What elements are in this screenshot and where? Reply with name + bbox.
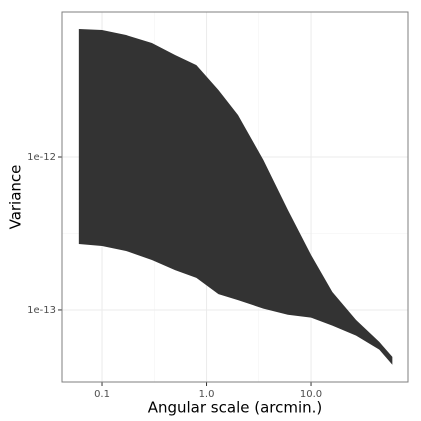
y-tick-label: 1e-12 — [27, 152, 56, 163]
ribbon — [78, 28, 393, 365]
y-axis-title: Variance — [7, 165, 25, 230]
x-tick-label: 0.1 — [94, 389, 110, 400]
panel-border — [61, 11, 409, 383]
x-axis-title: Angular scale (arcmin.) — [148, 399, 323, 417]
x-tick-label: 10.0 — [300, 389, 322, 400]
x-tick-label: 1.0 — [199, 389, 215, 400]
y-tick-label: 1e-13 — [27, 305, 56, 316]
